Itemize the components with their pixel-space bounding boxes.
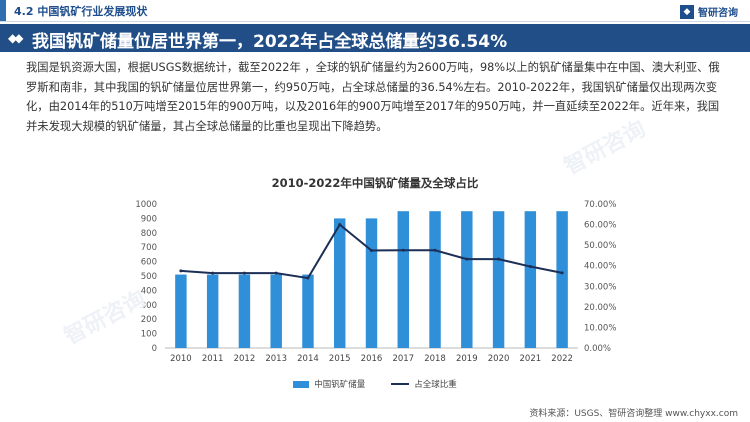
y-left-tick-label: 1000 bbox=[135, 200, 157, 210]
line-point bbox=[338, 223, 342, 227]
x-tick-label: 2021 bbox=[520, 354, 542, 364]
line-point bbox=[179, 269, 183, 273]
y-left-tick-label: 700 bbox=[141, 243, 157, 253]
bar bbox=[397, 211, 409, 348]
y-left-tick-label: 300 bbox=[141, 301, 157, 311]
legend-label-line: 占全球比重 bbox=[414, 380, 457, 390]
section-header: 4.2 中国钒矿行业发展现状 ◆ 智研咨询 bbox=[0, 0, 750, 22]
line-point bbox=[560, 271, 564, 275]
bar bbox=[556, 211, 568, 348]
line-point bbox=[497, 257, 501, 261]
y-left-tick-label: 0 bbox=[152, 344, 157, 354]
bar bbox=[334, 218, 346, 348]
section-accent-bar bbox=[0, 0, 6, 22]
line-point bbox=[433, 248, 437, 252]
bar bbox=[365, 218, 378, 348]
legend-item-line: 占全球比重 bbox=[391, 378, 457, 390]
bar bbox=[524, 211, 537, 348]
x-tick-label: 2010 bbox=[170, 354, 192, 364]
line-series bbox=[179, 223, 564, 280]
bar-series bbox=[175, 211, 568, 348]
headline-text: 我国钒矿储量位居世界第一，2022年占全球总储量约36.54% bbox=[32, 32, 508, 52]
x-tick-label: 2012 bbox=[234, 354, 256, 364]
body-paragraph: 我国是钒资源大国，根据USGS数据统计，截至2022年 ，全球的钒矿储量约为26… bbox=[26, 61, 720, 133]
brand-logo: ◆ 智研咨询 bbox=[680, 4, 738, 19]
legend-item-bars: 中国钒矿储量 bbox=[293, 378, 365, 390]
line-point bbox=[465, 257, 469, 261]
line-point bbox=[242, 271, 246, 275]
legend-label-bars: 中国钒矿储量 bbox=[314, 380, 366, 390]
y-right-tick-label: 30.00% bbox=[584, 282, 616, 292]
x-tick-label: 2017 bbox=[392, 354, 414, 364]
bar bbox=[302, 274, 314, 348]
header-divider bbox=[0, 21, 750, 22]
chart-legend: 中国钒矿储量 占全球比重 bbox=[0, 378, 750, 390]
y-left-tick-label: 400 bbox=[141, 286, 157, 296]
y-left-tick-label: 800 bbox=[141, 229, 157, 239]
y-left-tick-label: 600 bbox=[141, 258, 157, 268]
x-tick-label: 2019 bbox=[456, 354, 478, 364]
bar bbox=[461, 211, 473, 348]
x-tick-label: 2013 bbox=[265, 354, 287, 364]
bar bbox=[238, 274, 251, 348]
y-right-tick-label: 40.00% bbox=[584, 262, 616, 272]
chart-title: 2010-2022年中国钒矿储量及全球占比 bbox=[271, 176, 479, 190]
y-left-tick-label: 100 bbox=[141, 330, 157, 340]
source-note: 资料来源：USGS、智研咨询整理 www.chyxx.com bbox=[529, 409, 738, 419]
brand-name: 智研咨询 bbox=[698, 8, 738, 19]
y-left-tick-label: 900 bbox=[141, 214, 157, 224]
legend-swatch-bar bbox=[293, 380, 310, 388]
line-point bbox=[370, 248, 373, 252]
headline-banner: ◆◆ 我国钒矿储量位居世界第一，2022年占全球总储量约36.54% bbox=[0, 24, 750, 52]
diamond-bullets-icon: ◆◆ bbox=[8, 31, 24, 45]
line-point bbox=[528, 265, 532, 269]
x-tick-label: 2022 bbox=[551, 354, 573, 364]
line-point bbox=[306, 276, 310, 280]
chart-axes: 0 100 200 300 400 500 600 700 800 900 1000 0.00% 10.… bbox=[135, 200, 616, 364]
x-tick-label: 2015 bbox=[329, 354, 351, 364]
y-right-tick-label: 60.00% bbox=[584, 221, 616, 231]
y-right-tick-label: 20.00% bbox=[584, 303, 616, 313]
bar bbox=[270, 274, 282, 348]
x-tick-label: 2020 bbox=[488, 354, 510, 364]
x-tick-label: 2014 bbox=[297, 354, 319, 364]
bar bbox=[492, 211, 505, 348]
bar bbox=[429, 211, 441, 348]
x-tick-label: 2016 bbox=[361, 354, 383, 364]
line-point bbox=[401, 248, 405, 252]
reserve-combo-chart: 0 100 200 300 400 500 600 700 800 900 1000 0.00% 10.… bbox=[135, 200, 616, 364]
brand-logo-icon: ◆ bbox=[680, 4, 694, 19]
bar bbox=[175, 274, 187, 348]
legend-swatch-line bbox=[391, 383, 410, 385]
y-left-tick-label: 200 bbox=[141, 315, 157, 325]
y-left-tick-label: 500 bbox=[141, 272, 157, 282]
y-right-tick-label: 70.00% bbox=[584, 200, 616, 210]
line-point bbox=[274, 271, 278, 275]
y-right-tick-label: 10.00% bbox=[584, 323, 616, 333]
line-point bbox=[211, 271, 215, 275]
bar bbox=[206, 274, 219, 348]
x-tick-label: 2018 bbox=[424, 354, 446, 364]
y-right-tick-label: 50.00% bbox=[584, 241, 616, 251]
x-tick-label: 2011 bbox=[202, 354, 224, 364]
y-right-tick-label: 0.00% bbox=[584, 344, 611, 354]
section-title: 4.2 中国钒矿行业发展现状 bbox=[14, 5, 148, 18]
